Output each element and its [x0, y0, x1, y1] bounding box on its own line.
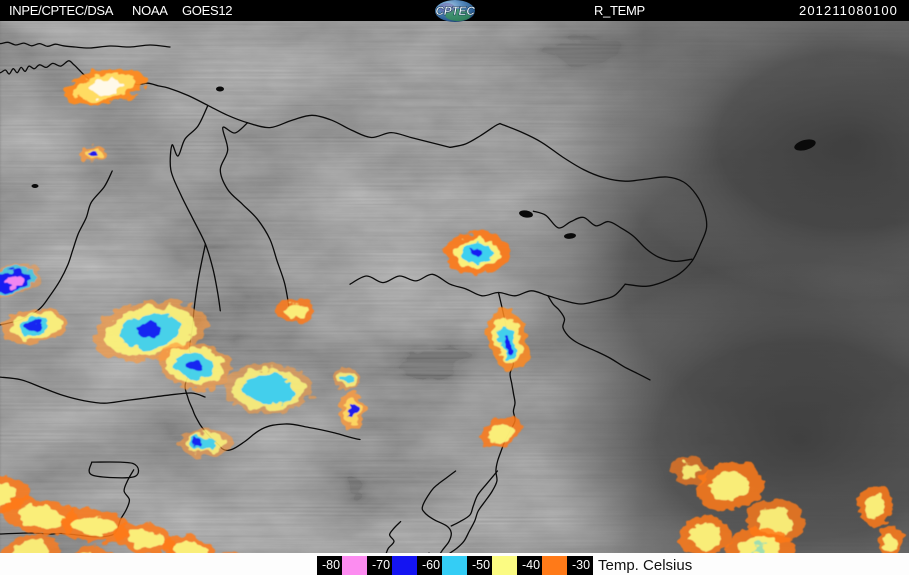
svg-text:CPTEC: CPTEC — [435, 4, 475, 18]
